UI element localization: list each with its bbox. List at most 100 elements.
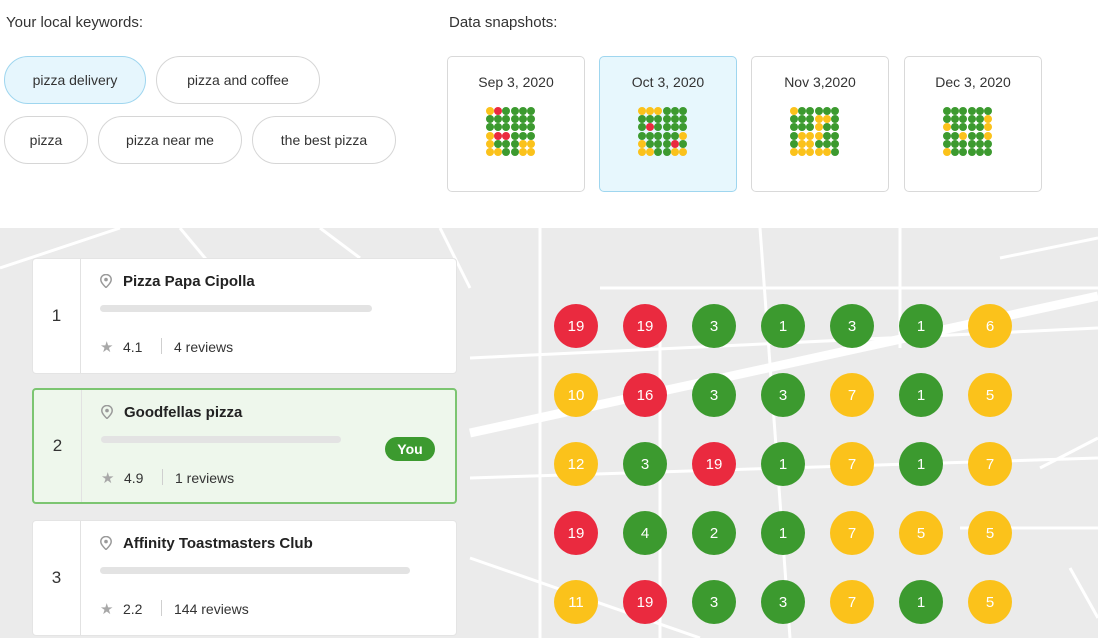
rank-dot[interactable]: 1	[761, 511, 805, 555]
rank-dot[interactable]: 3	[692, 373, 736, 417]
keyword-chip-pizza-delivery[interactable]: pizza delivery	[4, 56, 146, 104]
snapshot-dot	[831, 115, 839, 124]
snapshot-dot	[798, 115, 807, 124]
snapshot-dot	[502, 139, 511, 148]
snapshot-dot	[486, 107, 494, 115]
snapshot-date: Nov 3,2020	[784, 74, 856, 90]
snapshot-card-oct[interactable]: Oct 3, 2020	[599, 56, 737, 192]
keyword-chip-pizza-near-me[interactable]: pizza near me	[98, 116, 242, 164]
snapshot-dot	[670, 139, 679, 148]
rank-dot[interactable]: 5	[968, 373, 1012, 417]
snapshot-dot	[494, 139, 503, 148]
snapshot-dot	[502, 107, 511, 115]
rank-dot[interactable]: 19	[623, 304, 667, 348]
rank-dot[interactable]: 7	[830, 373, 874, 417]
snapshot-dot	[814, 107, 823, 115]
snapshot-mini-grid	[943, 107, 1003, 167]
rank-dot[interactable]: 19	[692, 442, 736, 486]
snapshot-dot	[814, 148, 823, 156]
rank-dot[interactable]: 19	[623, 580, 667, 624]
rank-dot[interactable]: 3	[692, 304, 736, 348]
rank-dot[interactable]: 5	[968, 511, 1012, 555]
snapshot-dot	[798, 123, 807, 132]
map-area[interactable]: 1 Pizza Papa Cipolla ★ 4.1 4 reviews 2 G…	[0, 228, 1098, 638]
snapshot-dot	[646, 115, 655, 124]
rank-dot[interactable]: 5	[968, 580, 1012, 624]
placeholder-bar	[101, 436, 341, 443]
result-rank: 2	[34, 390, 82, 502]
rank-dot[interactable]: 3	[692, 580, 736, 624]
rank-dot[interactable]: 1	[899, 373, 943, 417]
snapshot-card-sep[interactable]: Sep 3, 2020	[447, 56, 585, 192]
rank-dot[interactable]: 7	[830, 442, 874, 486]
result-card-3[interactable]: 3 Affinity Toastmasters Club ★ 2.2 144 r…	[32, 520, 457, 636]
snapshot-dot	[638, 123, 646, 132]
rank-dot[interactable]: 1	[761, 304, 805, 348]
rank-dot[interactable]: 11	[554, 580, 598, 624]
snapshot-dot	[822, 123, 831, 132]
snapshot-dot	[975, 131, 984, 140]
rank-dot[interactable]: 3	[830, 304, 874, 348]
snapshot-card-nov[interactable]: Nov 3,2020	[751, 56, 889, 192]
snapshot-dot	[798, 139, 807, 148]
snapshot-dot	[951, 107, 960, 115]
rank-dot[interactable]: 5	[899, 511, 943, 555]
snapshot-dot	[790, 148, 798, 156]
snapshot-card-dec[interactable]: Dec 3, 2020	[904, 56, 1042, 192]
snapshot-dot	[518, 115, 527, 124]
keyword-chip-pizza-and-coffee[interactable]: pizza and coffee	[156, 56, 320, 104]
snapshot-dot	[790, 107, 798, 115]
snapshot-dot	[518, 139, 527, 148]
result-name: Pizza Papa Cipolla	[123, 273, 255, 290]
rank-dot[interactable]: 3	[761, 373, 805, 417]
rank-dot[interactable]: 1	[899, 442, 943, 486]
snapshot-dot	[975, 107, 984, 115]
snapshot-dot	[967, 123, 976, 132]
snapshot-dot	[814, 131, 823, 140]
snapshot-dot	[822, 131, 831, 140]
rank-dot[interactable]: 19	[554, 304, 598, 348]
snapshot-dot	[679, 148, 687, 156]
result-reviews: 144 reviews	[174, 601, 249, 617]
snapshot-dot	[654, 131, 663, 140]
keyword-chip-pizza[interactable]: pizza	[4, 116, 88, 164]
rank-dot[interactable]: 10	[554, 373, 598, 417]
snapshot-dot	[518, 131, 527, 140]
rank-dot[interactable]: 7	[968, 442, 1012, 486]
snapshot-dot	[502, 148, 511, 156]
placeholder-bar	[100, 305, 372, 312]
result-card-1[interactable]: 1 Pizza Papa Cipolla ★ 4.1 4 reviews	[32, 258, 457, 374]
rank-dot[interactable]: 1	[761, 442, 805, 486]
snapshot-dot	[527, 131, 535, 140]
snapshot-dot	[654, 139, 663, 148]
snapshot-dot	[527, 107, 535, 115]
snapshot-dot	[646, 139, 655, 148]
location-pin-icon	[100, 274, 112, 288]
rank-dot[interactable]: 3	[623, 442, 667, 486]
snapshot-dot	[790, 115, 798, 124]
rank-dot[interactable]: 12	[554, 442, 598, 486]
snapshot-dot	[527, 148, 535, 156]
rank-dot[interactable]: 1	[899, 304, 943, 348]
snapshot-dot	[822, 148, 831, 156]
rank-dot[interactable]: 16	[623, 373, 667, 417]
keyword-chip-label: pizza delivery	[32, 72, 118, 88]
rank-dot[interactable]: 7	[830, 580, 874, 624]
placeholder-bar	[100, 567, 410, 574]
rank-dot[interactable]: 3	[761, 580, 805, 624]
snapshot-dot	[638, 107, 646, 115]
rank-dot[interactable]: 4	[623, 511, 667, 555]
snapshot-dot	[959, 107, 968, 115]
snapshot-dot	[670, 131, 679, 140]
rank-dot[interactable]: 19	[554, 511, 598, 555]
rank-dot[interactable]: 1	[899, 580, 943, 624]
snapshot-dot	[670, 115, 679, 124]
snapshot-dot	[806, 131, 815, 140]
rank-dot[interactable]: 2	[692, 511, 736, 555]
rank-dot[interactable]: 6	[968, 304, 1012, 348]
result-card-2[interactable]: 2 Goodfellas pizza You ★ 4.9 1 reviews	[32, 388, 457, 504]
rank-dot[interactable]: 7	[830, 511, 874, 555]
snapshot-dot	[646, 148, 655, 156]
keyword-chip-the-best-pizza[interactable]: the best pizza	[252, 116, 396, 164]
snapshot-dot	[494, 148, 503, 156]
